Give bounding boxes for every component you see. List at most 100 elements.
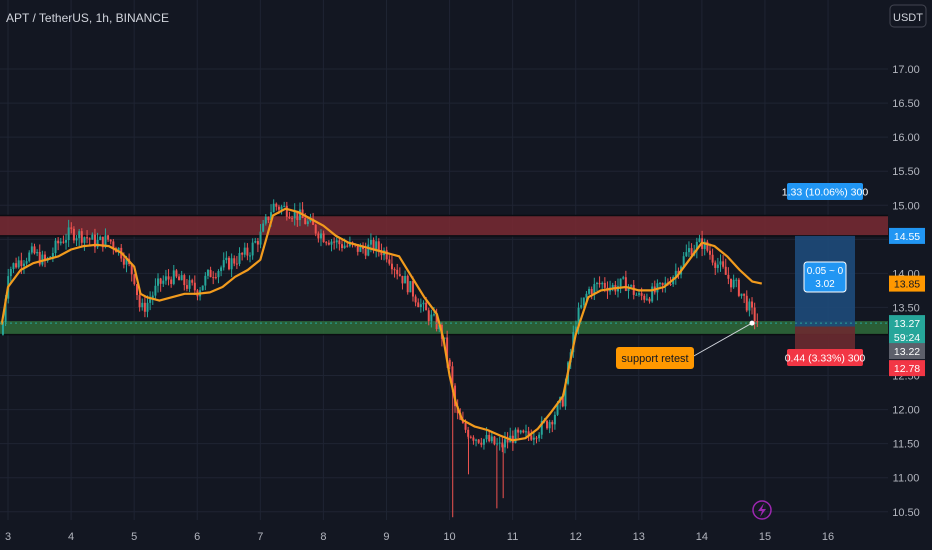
price-tick-label: 16.00 xyxy=(892,132,920,144)
candle-body xyxy=(309,218,312,222)
target-label-bg xyxy=(787,183,863,200)
candle-body xyxy=(238,253,241,264)
price-tick-label: 12.00 xyxy=(892,405,920,417)
price-tag-countdown-bg xyxy=(889,329,925,346)
candle-body xyxy=(151,295,154,300)
candle-body xyxy=(230,258,233,270)
price-tag-last-text: 13.27 xyxy=(894,318,920,330)
candle-body xyxy=(443,337,446,339)
target-label[interactable]: 1.33 (10.06%) 300 xyxy=(782,183,869,200)
candle-body xyxy=(109,239,112,242)
time-tick-label: 13 xyxy=(633,531,645,543)
candle-body xyxy=(157,278,160,286)
position-center-line1: 0.05 ~ 0 xyxy=(807,266,844,277)
candle-body xyxy=(753,307,756,322)
price-axis[interactable]: 17.0016.5016.0015.5015.0014.5014.0013.50… xyxy=(888,0,932,550)
candle-body xyxy=(519,430,522,433)
candle-body xyxy=(488,434,491,442)
candle-body xyxy=(209,269,212,278)
stop-label[interactable]: 0.44 (3.33%) 300 xyxy=(785,349,866,366)
candle-body xyxy=(304,218,307,225)
candle-body xyxy=(472,437,475,441)
candle-body xyxy=(359,245,362,252)
candle-body xyxy=(298,209,301,221)
candle-body xyxy=(262,223,265,232)
currency-button-label: USDT xyxy=(893,12,923,24)
price-tick-label: 17.00 xyxy=(892,64,920,76)
lightning-icon[interactable] xyxy=(752,500,772,520)
candle-body xyxy=(664,282,667,286)
candle-body xyxy=(708,250,711,255)
candle-body xyxy=(227,257,230,270)
candle-body xyxy=(327,242,330,245)
candle-body xyxy=(535,437,538,439)
candle-body xyxy=(506,439,509,443)
candle-body xyxy=(482,439,485,445)
candle-body xyxy=(25,261,28,264)
time-axis[interactable]: 3 4 5 6 7 8 9 10 11 12 13 14 15 16 xyxy=(5,531,834,543)
time-tick-label: 9 xyxy=(383,531,389,543)
candle-body xyxy=(201,285,204,291)
annotation-anchor-dot xyxy=(749,320,755,326)
candle-body xyxy=(527,431,530,436)
candle-body xyxy=(501,442,504,448)
annotation-text: support retest xyxy=(621,353,688,365)
candle-body xyxy=(588,288,591,294)
candle-body xyxy=(356,244,359,252)
candle-body xyxy=(498,442,501,444)
candle-body xyxy=(272,203,275,213)
candle-body xyxy=(367,244,370,256)
candle-body xyxy=(522,430,525,433)
candle-body xyxy=(170,279,173,284)
candle-body xyxy=(80,231,83,243)
candle-body xyxy=(422,302,425,305)
price-tag-target: 14.55 xyxy=(889,227,925,244)
candle-body xyxy=(593,284,596,294)
candle-body xyxy=(748,301,751,311)
candle-body xyxy=(101,236,104,248)
candle-body xyxy=(493,436,496,445)
candle-body xyxy=(57,240,60,244)
candle-body xyxy=(622,277,625,279)
candle-body xyxy=(643,295,646,300)
price-tick-label: 15.50 xyxy=(892,166,920,178)
candle-body xyxy=(556,402,559,415)
candle-body xyxy=(49,256,52,258)
candle-body xyxy=(291,218,294,220)
candle-body xyxy=(727,274,730,279)
candle-body xyxy=(243,247,246,255)
annotation-support-retest[interactable]: support retest xyxy=(616,320,755,369)
candle-body xyxy=(517,429,520,433)
candle-body xyxy=(330,241,333,245)
candle-body xyxy=(178,276,181,281)
candle-body xyxy=(288,216,291,219)
candle-body xyxy=(86,237,89,239)
candle-body xyxy=(175,270,178,277)
candle-body xyxy=(72,228,75,241)
candle-body xyxy=(719,261,722,265)
candle-body xyxy=(611,284,614,288)
candle-body xyxy=(275,203,278,207)
candle-body xyxy=(377,241,380,251)
candle-body xyxy=(538,434,541,439)
candle-body xyxy=(143,302,146,312)
currency-button[interactable]: USDT xyxy=(889,4,927,28)
candle-body xyxy=(22,263,25,267)
candles-layer xyxy=(1,199,759,518)
candle-body xyxy=(645,298,648,300)
candle-body xyxy=(546,420,549,429)
candle-body xyxy=(141,302,144,308)
position-center-label[interactable]: 0.05 ~ 0 3.02 xyxy=(803,261,847,293)
candle-body xyxy=(751,301,754,308)
candle-body xyxy=(411,281,414,297)
price-tag-stop: 12.78 xyxy=(889,360,925,377)
candle-body xyxy=(264,216,267,224)
candle-body xyxy=(193,282,196,291)
candle-body xyxy=(277,206,280,210)
candle-body xyxy=(36,252,39,254)
time-tick-label: 5 xyxy=(131,531,137,543)
candle-body xyxy=(514,429,517,443)
candle-body xyxy=(15,263,18,268)
